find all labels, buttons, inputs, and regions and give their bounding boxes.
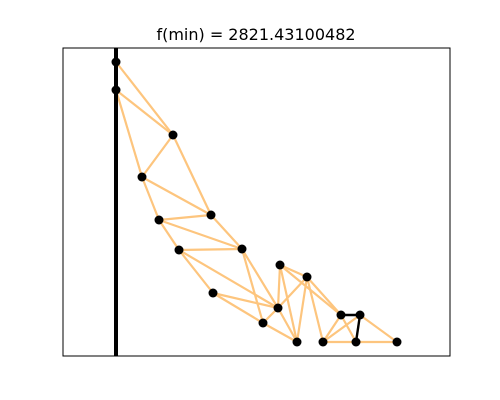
graph-edge (171, 133, 213, 217)
graph-edge (140, 175, 161, 222)
graph-edge (177, 247, 244, 252)
graph-edge (140, 133, 175, 179)
graph-edge (157, 213, 213, 222)
graph-node (351, 337, 361, 347)
graph-edge (278, 263, 309, 279)
graph-node (302, 272, 312, 282)
graph-edge (177, 248, 280, 310)
graph-edge (358, 313, 399, 344)
graph-node (154, 215, 164, 225)
highlighted-edge (354, 313, 362, 344)
graph-edge (177, 248, 215, 295)
graph-edge (240, 247, 265, 325)
graph-node (318, 337, 328, 347)
graph-node (111, 57, 121, 67)
graph-edge (157, 218, 244, 251)
graph-edge (305, 275, 343, 317)
graph-edge (240, 247, 280, 310)
graph-node (292, 337, 302, 347)
figure-title: f(min) = 2821.43100482 (156, 25, 355, 44)
graph-nodes (111, 57, 402, 347)
graph-edge (278, 263, 299, 344)
graph-edge (140, 175, 213, 217)
graph-edge (276, 263, 282, 310)
graph-edge (321, 313, 362, 344)
graph-node (208, 288, 218, 298)
graph-node (137, 172, 147, 182)
graph-node (168, 130, 178, 140)
graph-edge (295, 275, 309, 344)
graph-node (174, 245, 184, 255)
graph-node (355, 310, 365, 320)
graph-edge (157, 218, 181, 252)
graph-node (273, 303, 283, 313)
graph-node (275, 260, 285, 270)
graph-edge (209, 213, 244, 251)
graph-edge (114, 88, 144, 179)
graph-node (336, 310, 346, 320)
graph-edge (321, 313, 343, 344)
graph-edge (211, 291, 280, 310)
graph-node (258, 318, 268, 328)
graph-node (111, 85, 121, 95)
graph-edge (276, 306, 299, 344)
graph-node (392, 337, 402, 347)
graph-edge (211, 291, 265, 325)
graph-edge (339, 313, 358, 344)
graph-edge (114, 60, 175, 137)
graph-node (237, 244, 247, 254)
graph-node (206, 210, 216, 220)
graph-edge (114, 88, 175, 137)
graph-edge (261, 321, 299, 344)
graph-edge (305, 275, 325, 344)
